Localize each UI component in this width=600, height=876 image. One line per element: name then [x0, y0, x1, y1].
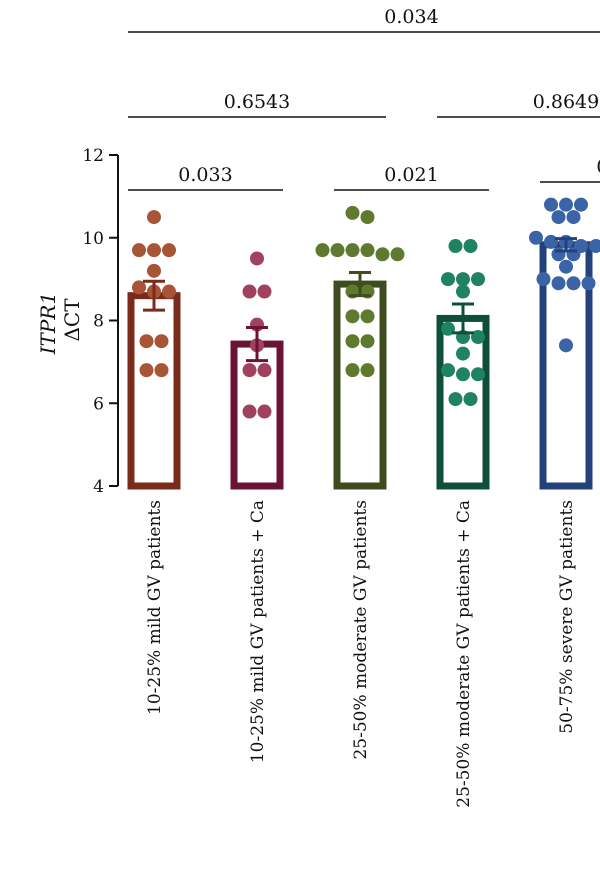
- data-point: [551, 276, 566, 291]
- data-point: [242, 363, 257, 378]
- data-point: [345, 309, 360, 324]
- y-axis: 4 6 8 10 12: [82, 146, 119, 497]
- data-point: [390, 247, 405, 262]
- data-point: [441, 321, 455, 336]
- data-point: [250, 251, 264, 266]
- y-tick-label: 6: [93, 394, 104, 414]
- data-point: [463, 239, 478, 254]
- bar: [539, 241, 593, 490]
- error-bars: [143, 237, 577, 363]
- data-point: [147, 243, 161, 258]
- data-point: [360, 243, 375, 258]
- data-point: [559, 259, 573, 274]
- data-point: [345, 205, 360, 220]
- data-point: [139, 363, 154, 378]
- data-point: [559, 197, 573, 212]
- data-point: [536, 272, 551, 287]
- y-axis-label-gene: ITPR1: [36, 292, 60, 355]
- x-category-label: 25-50% moderate GV patients: [351, 500, 371, 760]
- x-category-label: 10-25% mild GV patients: [145, 500, 165, 715]
- data-point: [360, 363, 375, 378]
- data-point: [375, 247, 390, 262]
- data-point: [529, 230, 543, 245]
- data-point: [574, 197, 588, 212]
- data-point: [257, 284, 272, 299]
- data-point: [448, 239, 463, 254]
- bar: [333, 280, 387, 490]
- y-tick-label: 4: [93, 477, 104, 497]
- data-point: [551, 210, 566, 225]
- data-point: [154, 334, 169, 349]
- data-point: [559, 338, 573, 353]
- data-point: [132, 243, 146, 258]
- data-point: [330, 243, 345, 258]
- data-point: [345, 243, 360, 258]
- data-point: [147, 263, 161, 278]
- p-value-label: 0.033: [178, 164, 232, 186]
- data-point: [566, 276, 581, 291]
- data-point: [315, 243, 330, 258]
- data-point: [551, 247, 566, 262]
- y-tick-label: 10: [82, 229, 104, 249]
- data-point: [456, 284, 470, 299]
- data-point: [162, 243, 176, 258]
- data-point: [154, 363, 169, 378]
- data-point: [589, 239, 600, 254]
- bar: [127, 292, 181, 490]
- bar: [230, 340, 284, 490]
- data-point: [132, 280, 146, 295]
- data-point: [471, 272, 485, 287]
- x-category-label: 10-25% mild GV patients + Ca: [248, 500, 268, 763]
- data-point: [345, 334, 360, 349]
- data-point: [162, 284, 176, 299]
- p-value-label: 0.8649: [533, 91, 599, 113]
- data-point: [242, 284, 257, 299]
- data-point: [566, 210, 581, 225]
- data-point: [242, 404, 257, 419]
- data-point: [441, 363, 455, 378]
- data-point: [463, 392, 478, 407]
- bars: [127, 241, 593, 490]
- p-value-label: 0.021: [384, 164, 438, 186]
- data-point: [257, 404, 272, 419]
- x-axis-labels: 10-25% mild GV patients 10-25% mild GV pa…: [145, 500, 577, 808]
- data-point: [456, 346, 470, 361]
- p-value-label: 0.6543: [224, 91, 290, 113]
- y-tick-label: 8: [93, 312, 104, 332]
- y-tick-label: 12: [82, 146, 104, 166]
- y-axis-label: ITPR1 ΔCT: [36, 286, 84, 356]
- data-point: [448, 392, 463, 407]
- data-point: [257, 363, 272, 378]
- data-point: [544, 197, 558, 212]
- significance-brackets: 0.033 0.021 0.01 0.6543 0.8649 0.034: [128, 6, 600, 191]
- bar: [436, 314, 490, 490]
- y-axis-label-unit: ΔCT: [60, 298, 84, 342]
- data-point: [441, 272, 455, 287]
- data-point: [360, 334, 375, 349]
- data-point: [456, 272, 470, 287]
- data-point: [456, 367, 470, 382]
- p-value-label: 0.01: [596, 156, 600, 178]
- data-point: [566, 247, 581, 262]
- data-point: [360, 309, 375, 324]
- data-point: [345, 363, 360, 378]
- data-point: [147, 210, 161, 225]
- p-value-label: 0.034: [384, 6, 438, 28]
- data-point: [581, 276, 596, 291]
- data-point: [544, 234, 558, 249]
- x-category-label: 50-75% severe GV patients: [557, 500, 577, 734]
- x-category-label: 25-50% moderate GV patients + Ca: [454, 500, 474, 808]
- data-point: [471, 367, 485, 382]
- data-point: [471, 330, 485, 345]
- data-point: [360, 210, 375, 225]
- data-point: [139, 334, 154, 349]
